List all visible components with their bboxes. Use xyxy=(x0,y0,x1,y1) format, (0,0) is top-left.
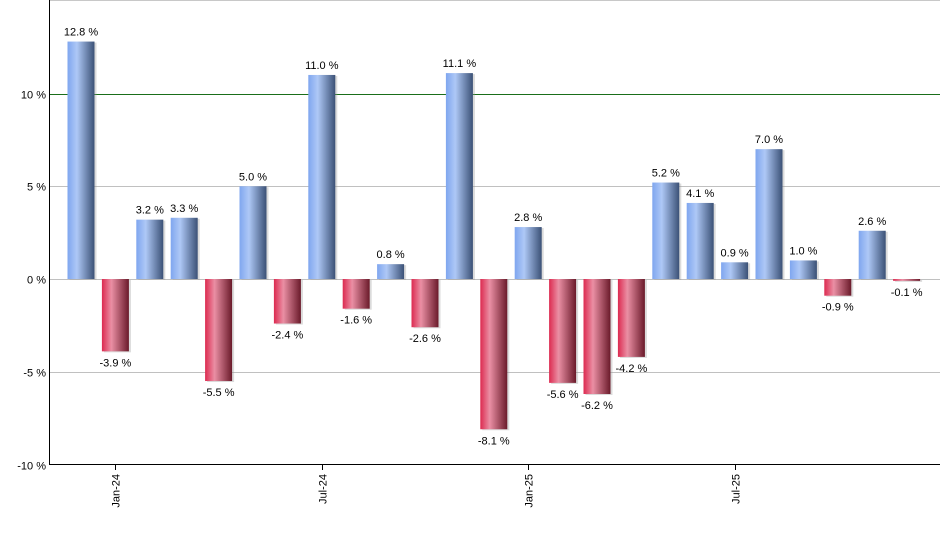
bar-Aug-25 xyxy=(755,149,783,279)
bar-Aug-24 xyxy=(342,279,370,309)
data-label: -2.6 % xyxy=(409,333,441,345)
data-label: 2.6 % xyxy=(858,216,886,228)
data-label: 2.8 % xyxy=(514,212,542,224)
data-label: 3.2 % xyxy=(136,205,164,217)
x-tick-label: Jan-24 xyxy=(111,474,123,508)
bar-May-25 xyxy=(652,182,680,279)
y-tick-label: -10 % xyxy=(17,461,46,473)
data-label: -5.6 % xyxy=(547,389,579,401)
data-label: 3.3 % xyxy=(170,203,198,215)
data-label: 5.2 % xyxy=(652,168,680,180)
x-tick-label: Jan-25 xyxy=(524,474,536,508)
data-label: 0.9 % xyxy=(721,247,749,259)
bar-Oct-24 xyxy=(411,279,439,328)
data-label: -0.1 % xyxy=(891,287,923,299)
data-label: -8.1 % xyxy=(478,435,510,447)
bar-May-24 xyxy=(239,186,267,279)
data-label: 1.0 % xyxy=(789,245,817,257)
data-label: -6.2 % xyxy=(581,400,613,412)
y-tick-label: 0 % xyxy=(27,275,46,287)
bar-Dec-23 xyxy=(67,41,95,280)
bar-Feb-25 xyxy=(549,279,577,383)
bar-Mar-24 xyxy=(170,217,198,279)
bar-Feb-24 xyxy=(136,219,164,279)
data-label: -1.6 % xyxy=(340,315,372,327)
data-label: -0.9 % xyxy=(822,302,854,314)
bar-Jul-25 xyxy=(721,262,749,279)
bar-Dec-25 xyxy=(893,279,921,281)
y-tick-label: 5 % xyxy=(27,182,46,194)
bar-Jan-24 xyxy=(101,279,129,352)
bar-Jun-24 xyxy=(273,279,301,324)
bar-Nov-25 xyxy=(858,230,886,279)
bar-Apr-25 xyxy=(617,279,645,357)
bar-Jul-24 xyxy=(308,74,336,279)
data-label: 12.8 % xyxy=(64,27,98,39)
data-label: -4.2 % xyxy=(616,363,648,375)
bar-Dec-24 xyxy=(480,279,508,430)
data-label: -3.9 % xyxy=(100,357,132,369)
bar-Nov-24 xyxy=(445,73,473,279)
data-label: 5.0 % xyxy=(239,171,267,183)
x-tick-label: Jul-24 xyxy=(318,474,330,504)
data-label: 4.1 % xyxy=(686,188,714,200)
data-label: 7.0 % xyxy=(755,134,783,146)
data-label: -2.4 % xyxy=(272,330,304,342)
bar-Sep-24 xyxy=(377,264,405,279)
bar-shadow xyxy=(895,280,923,282)
bar-Jan-25 xyxy=(514,227,542,279)
data-label: 0.8 % xyxy=(377,249,405,261)
bar-Sep-25 xyxy=(789,260,817,279)
y-tick-label: 10 % xyxy=(21,90,46,102)
bar-Jun-25 xyxy=(686,202,714,279)
data-label: -5.5 % xyxy=(203,387,235,399)
data-label: 11.0 % xyxy=(305,60,339,72)
bar-Apr-24 xyxy=(205,279,233,382)
x-tick-label: Jul-25 xyxy=(731,474,743,504)
y-tick-label: -5 % xyxy=(23,368,46,380)
data-label: 11.1 % xyxy=(443,58,477,70)
bar-Mar-25 xyxy=(583,279,611,395)
bar-Oct-25 xyxy=(824,279,852,296)
